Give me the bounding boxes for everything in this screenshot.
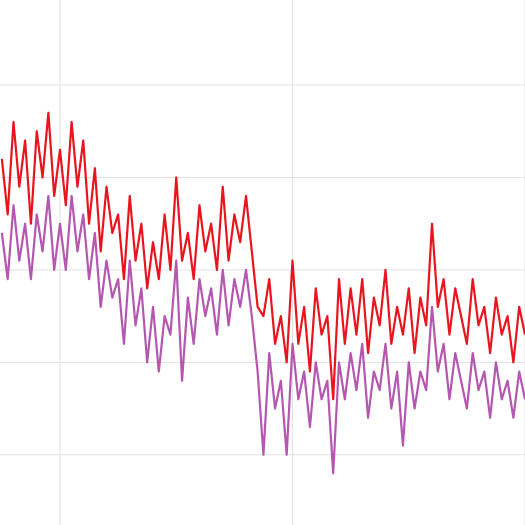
data-line	[0, 111, 525, 401]
data-line	[0, 194, 525, 475]
